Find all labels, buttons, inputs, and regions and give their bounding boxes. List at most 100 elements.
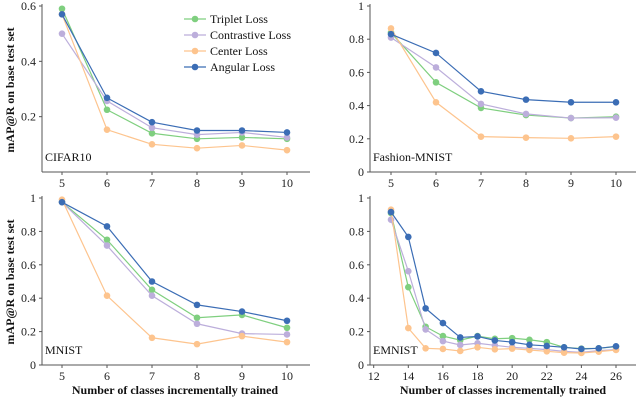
panel-fashion-mnist: 5 6 7 8 9 10 0 0.2 0.4 0.6 0.8 1 Fashion-MNIST xyxy=(349,0,636,190)
data-point xyxy=(422,345,429,352)
series-triplet-loss xyxy=(387,209,620,352)
data-point xyxy=(238,127,246,134)
data-point xyxy=(148,118,156,126)
y-tick-label: 0.6 xyxy=(349,65,364,79)
x-tick-label: 9 xyxy=(239,369,245,383)
legend-entry: Angular Loss xyxy=(210,60,275,74)
data-point xyxy=(58,198,66,206)
x-tick-label: 14 xyxy=(402,369,414,383)
data-point xyxy=(193,144,201,152)
x-tick-label: 7 xyxy=(149,176,155,190)
x-tick-label: 6 xyxy=(433,176,439,190)
data-point xyxy=(432,98,440,106)
data-point xyxy=(526,346,533,354)
y-tick-label: 0.6 xyxy=(349,258,364,272)
x-tick-label: 10 xyxy=(281,369,293,383)
y-tick-label: 0.4 xyxy=(349,99,364,113)
series-line xyxy=(390,32,617,119)
data-point xyxy=(439,345,447,353)
y-tick-label: 0.6 xyxy=(21,0,36,13)
data-point xyxy=(508,345,516,352)
y-tick-label: 0.8 xyxy=(21,224,36,238)
data-point xyxy=(474,333,481,340)
data-point xyxy=(283,129,291,136)
data-point xyxy=(103,223,111,230)
dataset-label: EMNIST xyxy=(373,343,418,357)
data-point xyxy=(522,96,530,103)
data-point xyxy=(103,236,111,244)
x-tick-label: 5 xyxy=(388,176,394,190)
y-tick-label: 0.2 xyxy=(21,325,36,339)
data-point xyxy=(560,343,568,351)
x-tick-label: 18 xyxy=(472,369,484,383)
data-point xyxy=(522,134,530,141)
series-angular-loss xyxy=(387,208,620,353)
data-point xyxy=(612,98,620,106)
x-tick-label: 8 xyxy=(523,176,529,190)
series-line xyxy=(390,28,617,139)
series-line xyxy=(61,14,288,151)
data-point xyxy=(193,301,201,309)
data-point xyxy=(193,340,201,348)
panel-emnist: 12 14 16 18 20 22 24 26 0 0.2 0.4 0.6 0.8 1 EMNIST xyxy=(349,191,636,383)
data-point xyxy=(612,114,620,122)
data-point xyxy=(456,347,464,355)
data-point xyxy=(456,341,464,349)
data-point xyxy=(238,332,246,340)
x-tick-label: 16 xyxy=(437,369,449,383)
x-tick-label: 9 xyxy=(239,176,245,190)
series-line xyxy=(61,201,288,329)
data-point xyxy=(439,319,447,327)
series-center-loss xyxy=(58,196,291,348)
data-point xyxy=(58,11,66,18)
x-tick-label: 7 xyxy=(478,176,484,190)
x-tick-label: 6 xyxy=(104,369,110,383)
y-tick-label: 0.4 xyxy=(349,291,364,305)
data-point xyxy=(238,308,246,315)
legend-marker xyxy=(191,31,199,39)
data-point xyxy=(58,30,66,37)
data-point xyxy=(283,134,291,141)
data-point xyxy=(456,334,464,341)
data-point xyxy=(543,348,551,355)
data-point xyxy=(405,283,412,291)
series-center-loss xyxy=(387,25,620,142)
data-point xyxy=(103,126,111,133)
data-point xyxy=(148,278,156,285)
x-tick-label: 8 xyxy=(194,369,200,383)
series-line xyxy=(61,201,288,336)
y-tick-label: 1 xyxy=(358,191,364,205)
data-point xyxy=(439,337,447,345)
panel-mnist: 5 6 7 8 9 10 0 0.2 0.4 0.6 0.8 1 MNIST xyxy=(21,191,310,383)
data-point xyxy=(543,342,551,350)
data-point xyxy=(193,314,201,322)
data-point xyxy=(193,320,201,328)
y-tick-label: 0.4 xyxy=(21,54,36,68)
data-point xyxy=(148,124,156,132)
y-tick-label: 1 xyxy=(30,191,36,205)
data-point xyxy=(283,146,291,154)
data-point xyxy=(477,133,485,140)
x-tick-label: 6 xyxy=(104,176,110,190)
data-point xyxy=(595,345,602,352)
y-tick-label: 0.4 xyxy=(21,291,36,305)
data-point xyxy=(387,30,395,38)
series-line xyxy=(61,33,288,139)
y-axis-label-top: mAP@R on base test set xyxy=(3,27,17,152)
data-point xyxy=(612,133,620,140)
data-point xyxy=(432,79,440,86)
y-tick-label: 0.8 xyxy=(349,224,364,238)
data-point xyxy=(103,292,111,299)
data-point xyxy=(283,338,291,346)
data-point xyxy=(103,106,111,114)
data-point xyxy=(477,100,485,108)
y-tick-label: 1 xyxy=(358,0,364,13)
x-tick-label: 26 xyxy=(610,369,622,383)
data-point xyxy=(526,336,533,344)
y-tick-label: 0 xyxy=(30,358,36,372)
legend-entry: Contrastive Loss xyxy=(210,28,291,42)
x-axis-label-right: Number of classes incrementally trained xyxy=(400,383,607,397)
data-point xyxy=(238,134,246,141)
x-tick-label: 24 xyxy=(575,369,587,383)
